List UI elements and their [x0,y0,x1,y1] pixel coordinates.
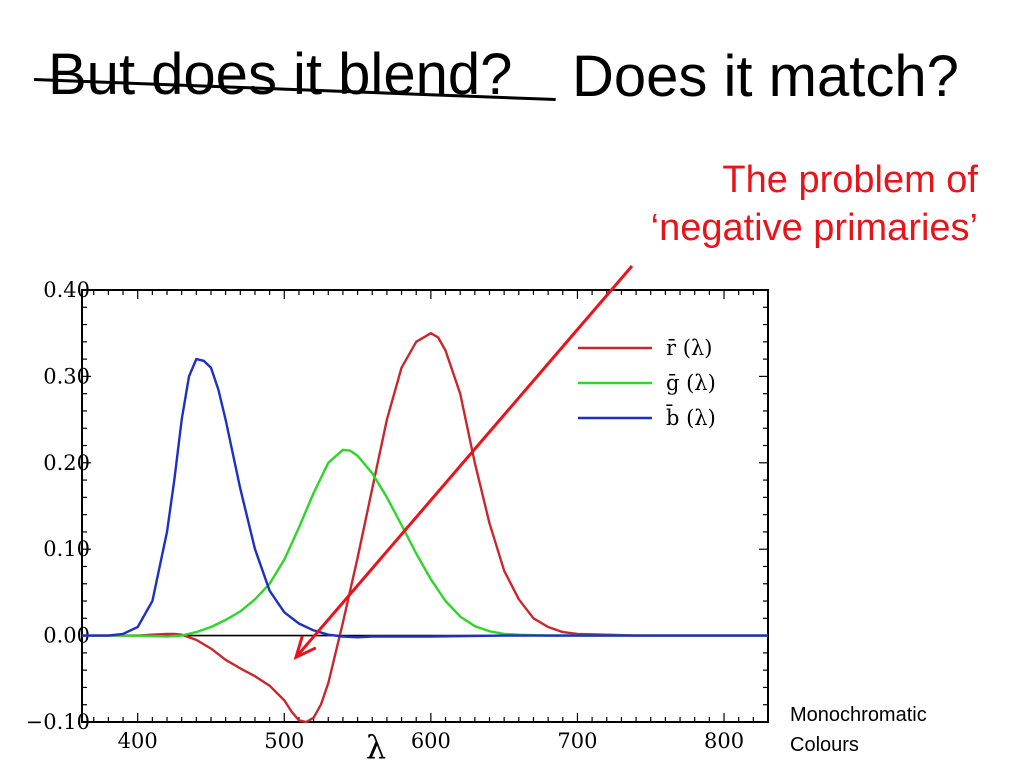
callout-line-1: The problem of [722,159,978,201]
footnote: Monochromatic Colours [790,700,927,760]
y-tick-label: 0.30 [43,364,90,388]
x-tick-label: 600 [411,729,451,753]
annotation-arrow-shaft [294,265,634,659]
x-tick-label: 800 [704,729,744,753]
annotation-arrow-head [293,635,317,660]
x-tick-label: 700 [557,729,597,753]
footnote-line-1: Monochromatic [790,704,927,726]
slide-title: Does it match? [572,44,959,109]
series-line-b [82,357,768,639]
y-tick-label: 0.10 [43,537,90,561]
series-line-g [82,448,768,638]
plot-frame [81,289,769,723]
y-tick-label: 0.20 [43,451,90,475]
legend-label: r̄ (λ) [666,336,712,360]
x-axis-label: λ [366,728,386,766]
legend-label: b̄ (λ) [666,404,716,430]
callout-text: The problem of ‘negative primaries’ [558,156,978,252]
y-tick-label: 0.40 [43,278,90,302]
struck-out-title: But does it blend? [48,42,513,107]
x-tick-label: 500 [264,729,304,753]
x-tick-label: 400 [118,729,158,753]
y-tick-label: −0.10 [26,710,90,734]
footnote-line-2: Colours [790,734,859,756]
series-line-r [82,332,768,724]
legend-label: ḡ (λ) [666,371,716,395]
callout-line-2: ‘negative primaries’ [650,207,978,249]
